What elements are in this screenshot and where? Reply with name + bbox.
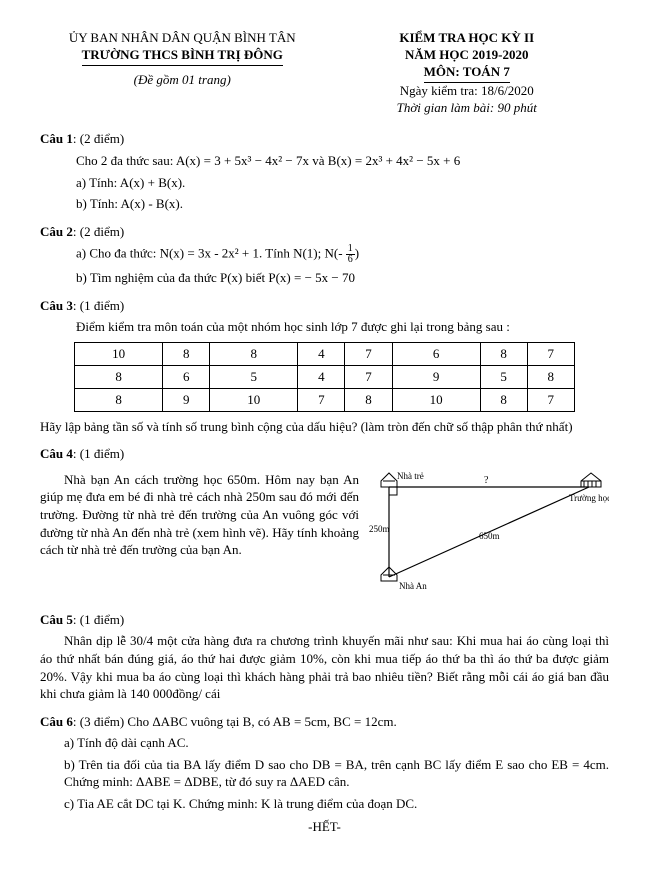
school-name: TRƯỜNG THCS BÌNH TRỊ ĐÔNG: [40, 47, 325, 66]
fig-label-nhaan: Nhà An: [399, 581, 427, 591]
q2-b: b) Tìm nghiệm của đa thức P(x) biết P(x)…: [76, 269, 609, 287]
q6-a: a) Tính độ dài cạnh AC.: [64, 734, 609, 752]
table-cell: 9: [163, 388, 210, 411]
fig-label-truong: Trường học: [569, 493, 609, 503]
page-header: ỦY BAN NHÂN DÂN QUẬN BÌNH TÂN TRƯỜNG THC…: [40, 30, 609, 116]
q4-points: (1 điểm): [80, 446, 124, 461]
exam-year: NĂM HỌC 2019-2020: [325, 47, 610, 64]
q1-a: a) Tính: A(x) + B(x).: [76, 174, 609, 192]
q2-points: (2 điểm): [80, 224, 124, 239]
table-cell: 9: [392, 365, 480, 388]
q4-text: Nhà bạn An cách trường học 650m. Hôm nay…: [40, 471, 359, 559]
q1-points: (2 điểm): [80, 131, 124, 146]
table-cell: 8: [480, 388, 527, 411]
table-row: 86547958: [75, 365, 575, 388]
question-1: Câu 1: (2 điểm) Cho 2 đa thức sau: A(x) …: [40, 130, 609, 212]
table-cell: 7: [345, 342, 392, 365]
fig-label-650: 650m: [479, 531, 500, 541]
table-cell: 10: [210, 388, 298, 411]
table-row: 108847687: [75, 342, 575, 365]
q6-b: b) Trên tia đối của tia BA lấy điểm D sa…: [64, 756, 609, 791]
table-cell: 10: [392, 388, 480, 411]
table-cell: 7: [527, 388, 574, 411]
q3-table: 108847687865479588910781087: [74, 342, 575, 412]
q3-intro: Điểm kiểm tra môn toán của một nhóm học …: [76, 318, 609, 336]
table-cell: 5: [210, 365, 298, 388]
header-left: ỦY BAN NHÂN DÂN QUẬN BÌNH TÂN TRƯỜNG THC…: [40, 30, 325, 116]
q1-given: Cho 2 đa thức sau: A(x) = 3 + 5x³ − 4x² …: [76, 152, 609, 170]
exam-title-1: KIỂM TRA HỌC KỲ II: [325, 30, 610, 47]
q4-figure: Nhà trẻ Trường học Nhà An ? 250m 650m: [369, 467, 609, 601]
question-4: Câu 4: (1 điểm) Nhà bạn An cách trường h…: [40, 445, 609, 601]
table-cell: 4: [298, 342, 345, 365]
exam-duration: Thời gian làm bài: 90 phút: [325, 100, 610, 117]
fig-label-250: 250m: [369, 524, 390, 534]
question-5: Câu 5: (1 điểm) Nhân dịp lễ 30/4 một cửa…: [40, 611, 609, 703]
table-cell: 8: [345, 388, 392, 411]
page-count: (Đề gồm 01 trang): [40, 72, 325, 89]
table-cell: 10: [75, 342, 163, 365]
exam-subject: MÔN: TOÁN 7: [325, 64, 610, 83]
q3-points: (1 điểm): [80, 298, 124, 313]
q1-title: Câu 1: [40, 131, 73, 146]
table-cell: 7: [345, 365, 392, 388]
table-cell: 8: [210, 342, 298, 365]
table-cell: 8: [480, 342, 527, 365]
table-cell: 4: [298, 365, 345, 388]
q5-text: Nhân dịp lễ 30/4 một cửa hàng đưa ra chư…: [40, 632, 609, 702]
q4-title: Câu 4: [40, 446, 73, 461]
q6-title: Câu 6: [40, 714, 73, 729]
q1-b: b) Tính: A(x) - B(x).: [76, 195, 609, 213]
table-cell: 8: [75, 365, 163, 388]
exam-date: Ngày kiểm tra: 18/6/2020: [325, 83, 610, 100]
q5-points: (1 điểm): [80, 612, 124, 627]
q3-after: Hãy lập bảng tần số và tính số trung bìn…: [40, 418, 609, 436]
question-3: Câu 3: (1 điểm) Điểm kiểm tra môn toán c…: [40, 297, 609, 436]
table-cell: 5: [480, 365, 527, 388]
end-marker: -HẾT-: [40, 818, 609, 836]
table-row: 8910781087: [75, 388, 575, 411]
table-cell: 8: [527, 365, 574, 388]
q2-title: Câu 2: [40, 224, 73, 239]
table-cell: 7: [298, 388, 345, 411]
q3-title: Câu 3: [40, 298, 73, 313]
table-cell: 8: [163, 342, 210, 365]
q2-a: a) Cho đa thức: N(x) = 3x - 2x² + 1. Tín…: [76, 244, 609, 265]
table-cell: 8: [75, 388, 163, 411]
q6-points: (3 điểm) Cho ΔABC vuông tại B, có AB = 5…: [80, 714, 397, 729]
header-right: KIỂM TRA HỌC KỲ II NĂM HỌC 2019-2020 MÔN…: [325, 30, 610, 116]
table-cell: 7: [527, 342, 574, 365]
q5-title: Câu 5: [40, 612, 73, 627]
table-cell: 6: [163, 365, 210, 388]
q6-c: c) Tia AE cắt DC tại K. Chứng minh: K là…: [64, 795, 609, 813]
question-6: Câu 6: (3 điểm) Cho ΔABC vuông tại B, có…: [40, 713, 609, 813]
table-cell: 6: [392, 342, 480, 365]
issuer-line: ỦY BAN NHÂN DÂN QUẬN BÌNH TÂN: [40, 30, 325, 47]
question-2: Câu 2: (2 điểm) a) Cho đa thức: N(x) = 3…: [40, 223, 609, 287]
fig-label-nhatre: Nhà trẻ: [397, 471, 424, 481]
fig-label-q: ?: [484, 475, 489, 486]
